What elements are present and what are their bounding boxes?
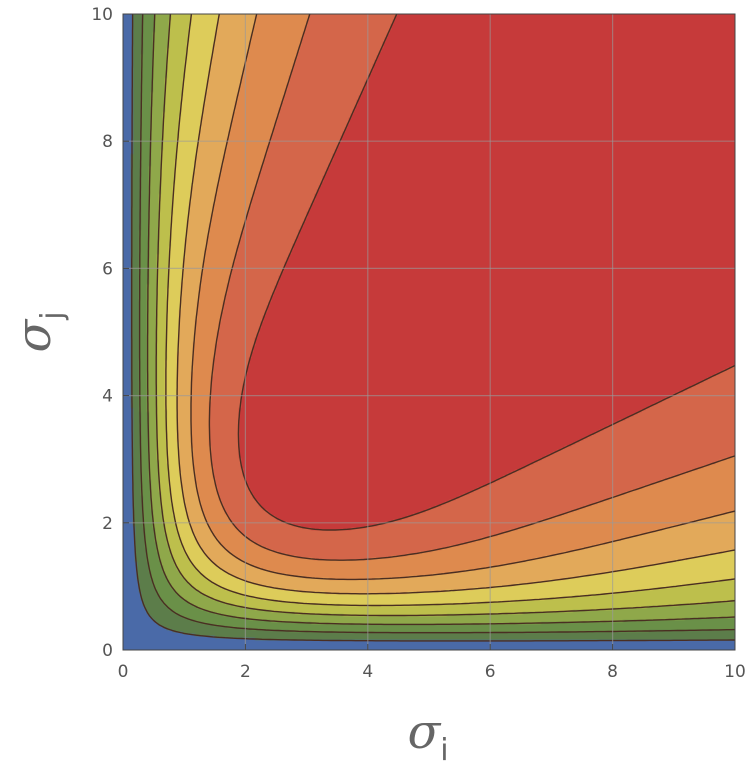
contour-bands [123,14,735,650]
contour-line-7 [190,14,735,581]
y-tick-label: 0 [102,641,113,661]
x-axis-ticks: 0 2 4 6 8 10 [118,644,746,682]
x-tick-label: 8 [607,662,618,682]
y-tick-label: 2 [102,514,113,534]
x-axis-label-subscript: i [440,733,448,768]
y-axis-ticks: 0 2 4 6 8 10 [91,5,129,661]
x-tick-label: 10 [724,662,746,682]
contour-line-8 [208,14,735,561]
contour-line-2 [138,14,735,634]
contour-line-5 [165,14,735,607]
y-axis-label-symbol: σ [6,319,62,353]
y-tick-label: 8 [102,132,113,152]
contour-field [123,14,735,650]
contour-line-6 [176,14,735,595]
contour-line-9 [237,14,735,531]
grid-lines [123,14,735,650]
x-axis-label: σi [407,704,448,768]
y-tick-label: 4 [102,387,113,407]
x-tick-label: 4 [362,662,373,682]
y-axis-label-subscript: j [35,311,70,320]
y-tick-label: 6 [102,259,113,279]
x-tick-label: 2 [240,662,251,682]
contour-line-3 [146,14,735,626]
x-tick-label: 0 [118,662,129,682]
x-axis-label-symbol: σ [407,704,441,760]
contour-lines [131,14,735,642]
y-tick-label: 10 [91,5,113,25]
plot-frame [122,13,736,651]
contour-line-1 [131,14,735,642]
contour-line-4 [155,14,735,617]
y-axis-label: σj [6,311,70,352]
x-tick-label: 6 [485,662,496,682]
